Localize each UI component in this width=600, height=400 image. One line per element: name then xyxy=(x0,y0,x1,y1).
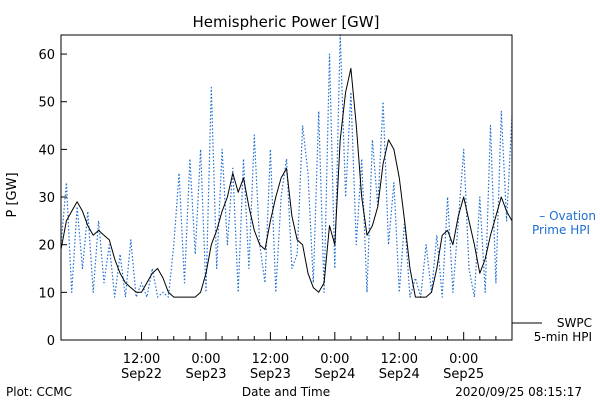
x-tick-date-label: Sep24 xyxy=(379,367,420,382)
x-tick-time-label: 0:00 xyxy=(320,352,349,367)
x-tick-time-label: 0:00 xyxy=(191,352,220,367)
x-tick-date-label: Sep25 xyxy=(443,367,484,382)
legend-swpc-line1: SWPC xyxy=(557,316,592,330)
y-tick-label: 60 xyxy=(38,48,55,63)
series-layer xyxy=(60,34,513,298)
axis-layer: 010203040506012:00Sep220:00Sep2312:00Sep… xyxy=(38,48,513,382)
y-tick-label: 0 xyxy=(47,334,55,349)
x-tick-time-label: 12:00 xyxy=(381,352,418,367)
y-tick-label: 10 xyxy=(38,286,55,301)
y-tick-label: 40 xyxy=(38,143,55,158)
y-axis-label-group: P [GW] xyxy=(5,172,20,217)
y-tick-label: 30 xyxy=(38,191,55,206)
plot-frame xyxy=(60,34,513,341)
x-tick-date-label: Sep22 xyxy=(121,367,162,382)
chart-title: Hemispheric Power [GW] xyxy=(193,13,380,31)
plot-credit: Plot: CCMC xyxy=(6,385,72,399)
series-ovation-prime-line xyxy=(60,34,513,298)
x-tick-time-label: 12:00 xyxy=(123,352,160,367)
x-tick-time-label: 12:00 xyxy=(252,352,289,367)
x-tick-time-label: 0:00 xyxy=(449,352,478,367)
series-swpc-line xyxy=(60,67,513,298)
legend-swpc-line2: 5-min HPI xyxy=(534,330,592,344)
x-axis-label: Date and Time xyxy=(242,385,330,399)
y-tick-label: 50 xyxy=(38,96,55,111)
x-tick-date-label: Sep23 xyxy=(250,367,291,382)
y-tick-label: 20 xyxy=(38,239,55,254)
x-tick-date-label: Sep23 xyxy=(185,367,226,382)
legend-ovation-line1: – Ovation xyxy=(539,209,596,223)
plot-timestamp: 2020/09/25 08:15:17 xyxy=(455,385,582,399)
x-tick-date-label: Sep24 xyxy=(314,367,355,382)
legend-ovation-line2: Prime HPI xyxy=(532,223,590,237)
y-axis-label: P [GW] xyxy=(5,172,20,217)
